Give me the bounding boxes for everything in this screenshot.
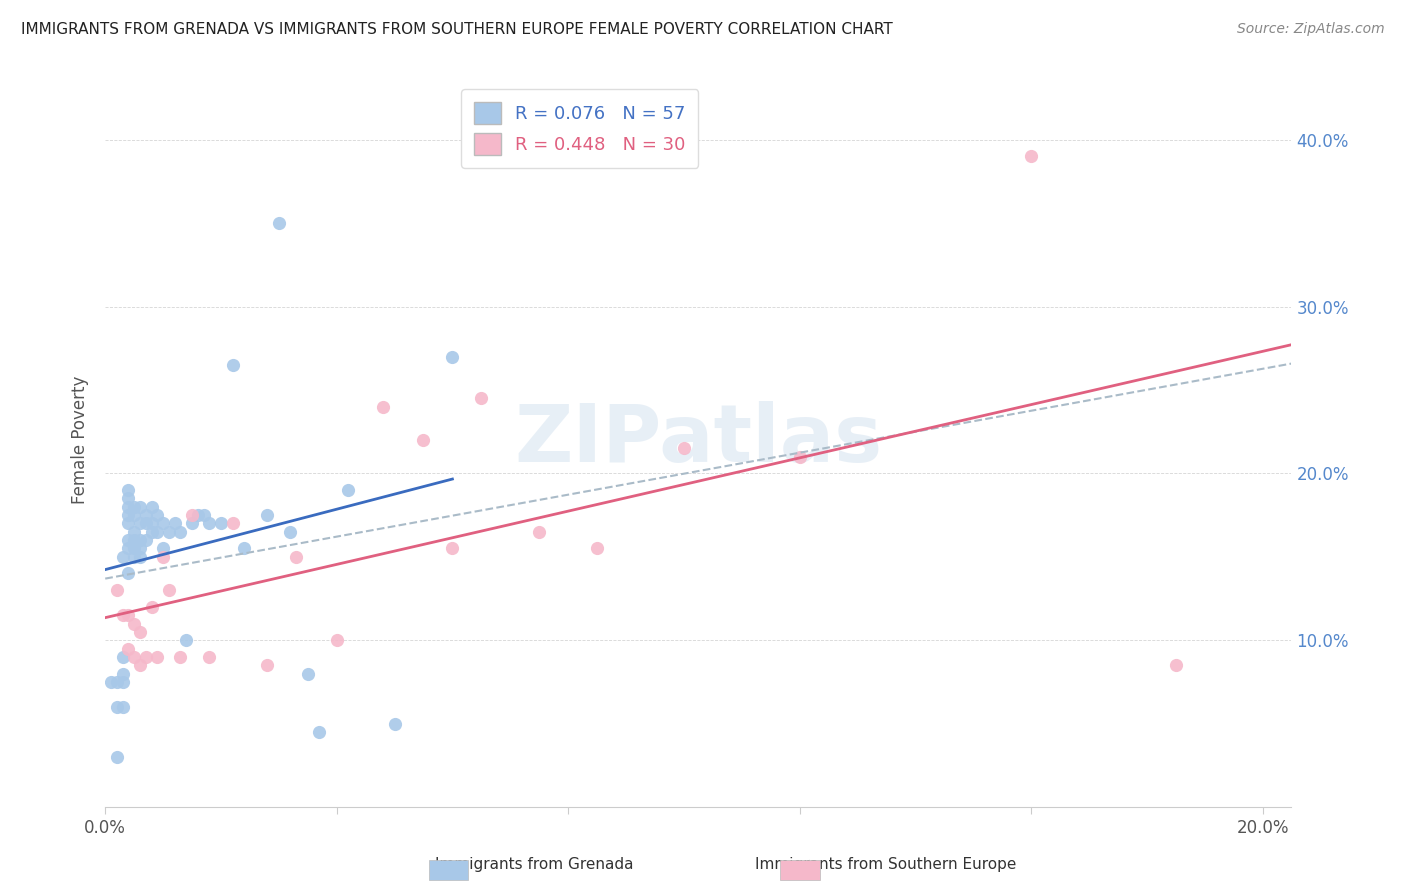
Point: [117, 641, 139, 656]
Text: ZIPatlas: ZIPatlas: [515, 401, 883, 479]
Point: [117, 508, 139, 522]
Point: [152, 516, 174, 531]
Point: [129, 533, 152, 548]
Point: [412, 433, 434, 447]
Point: [1164, 658, 1187, 673]
Point: [193, 508, 215, 522]
Point: [285, 549, 308, 564]
Point: [141, 524, 163, 539]
Point: [441, 541, 464, 556]
Point: [135, 516, 157, 531]
Point: [209, 516, 232, 531]
Point: [337, 483, 360, 497]
Point: [146, 649, 169, 664]
Point: [117, 533, 139, 548]
Point: [122, 649, 145, 664]
Point: [111, 666, 134, 681]
Point: [111, 649, 134, 664]
Point: [117, 541, 139, 556]
Point: [371, 400, 394, 414]
Point: [152, 541, 174, 556]
Point: [117, 500, 139, 514]
Point: [470, 392, 492, 406]
Point: [169, 524, 191, 539]
Point: [221, 358, 243, 372]
Point: [529, 524, 551, 539]
Point: [105, 583, 128, 598]
Point: [129, 516, 152, 531]
Point: [586, 541, 609, 556]
Point: [117, 566, 139, 581]
Point: [122, 549, 145, 564]
Point: [198, 516, 221, 531]
Point: [233, 541, 256, 556]
Point: [141, 599, 163, 614]
Point: [111, 549, 134, 564]
Text: Source: ZipAtlas.com: Source: ZipAtlas.com: [1237, 22, 1385, 37]
Text: Immigrants from Southern Europe: Immigrants from Southern Europe: [755, 857, 1017, 872]
Point: [129, 541, 152, 556]
Text: IMMIGRANTS FROM GRENADA VS IMMIGRANTS FROM SOUTHERN EUROPE FEMALE POVERTY CORREL: IMMIGRANTS FROM GRENADA VS IMMIGRANTS FR…: [21, 22, 893, 37]
Point: [111, 700, 134, 714]
Point: [181, 516, 204, 531]
Point: [198, 649, 221, 664]
Point: [1019, 149, 1042, 163]
Point: [308, 725, 330, 739]
Point: [297, 666, 319, 681]
Point: [152, 549, 174, 564]
Point: [146, 524, 169, 539]
Point: [256, 508, 278, 522]
Point: [174, 633, 197, 648]
Point: [672, 442, 695, 456]
Point: [105, 700, 128, 714]
Point: [122, 500, 145, 514]
Point: [169, 649, 191, 664]
Legend: R = 0.076   N = 57, R = 0.448   N = 30: R = 0.076 N = 57, R = 0.448 N = 30: [461, 89, 699, 168]
Point: [267, 216, 290, 230]
Point: [280, 524, 302, 539]
Point: [157, 583, 180, 598]
Point: [163, 516, 186, 531]
Point: [117, 483, 139, 497]
Point: [111, 674, 134, 689]
Point: [384, 716, 406, 731]
Point: [181, 508, 204, 522]
Text: Immigrants from Grenada: Immigrants from Grenada: [434, 857, 634, 872]
Point: [122, 541, 145, 556]
Point: [135, 508, 157, 522]
Point: [122, 616, 145, 631]
Point: [122, 508, 145, 522]
Point: [129, 500, 152, 514]
Point: [129, 658, 152, 673]
Point: [129, 624, 152, 639]
Point: [187, 508, 209, 522]
Point: [141, 500, 163, 514]
Point: [135, 533, 157, 548]
Point: [117, 516, 139, 531]
Point: [100, 674, 122, 689]
Point: [105, 674, 128, 689]
Point: [117, 491, 139, 506]
Point: [105, 750, 128, 764]
Point: [789, 450, 811, 464]
Point: [122, 533, 145, 548]
Point: [157, 524, 180, 539]
Point: [141, 516, 163, 531]
Point: [135, 649, 157, 664]
Point: [111, 608, 134, 623]
Point: [146, 508, 169, 522]
Point: [256, 658, 278, 673]
Y-axis label: Female Poverty: Female Poverty: [72, 376, 89, 504]
Point: [117, 608, 139, 623]
Point: [221, 516, 243, 531]
Point: [129, 549, 152, 564]
Point: [325, 633, 347, 648]
Point: [122, 524, 145, 539]
Point: [441, 350, 464, 364]
